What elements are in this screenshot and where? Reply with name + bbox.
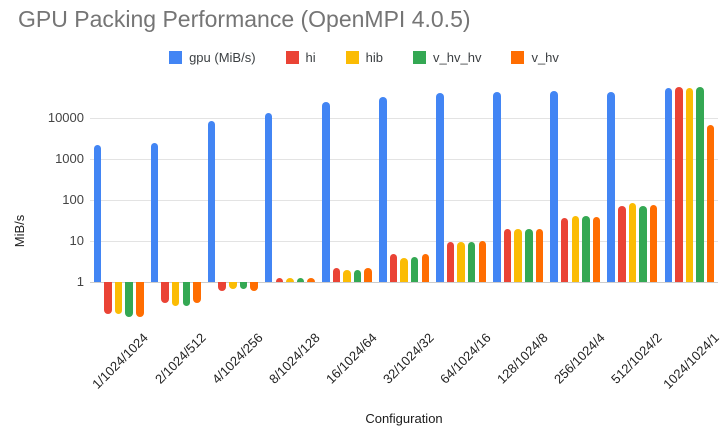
bar: [639, 205, 647, 283]
bar: [218, 282, 226, 291]
x-tick-label: 512/1024/2: [608, 330, 666, 387]
bar: [171, 282, 180, 306]
bar: [343, 269, 351, 283]
bar: [628, 203, 637, 283]
bar: [592, 216, 601, 283]
bar: [296, 278, 305, 283]
x-tick-label: 32/1024/32: [379, 330, 437, 387]
x-tick-label: 4/1024/256: [208, 330, 266, 387]
y-tick-label-10000: 10000: [47, 110, 84, 126]
bar: [696, 86, 704, 283]
legend-label: hib: [365, 49, 384, 65]
bar: [322, 102, 330, 283]
bar: [193, 282, 201, 304]
legend-swatch-icon: [413, 50, 427, 64]
bar: [264, 113, 273, 283]
bar: [493, 91, 501, 283]
bar: [275, 277, 283, 283]
gridline-1: [90, 282, 718, 284]
bar: [332, 268, 341, 283]
bar: [436, 92, 444, 283]
x-axis-title: Configuration: [365, 411, 443, 426]
chart-legend: gpu (MiB/s) hi hib v_hv_hv v_hv: [0, 48, 728, 66]
chart-title: GPU Packing Performance (OpenMPI 4.0.5): [18, 6, 471, 32]
legend-swatch-icon: [511, 50, 525, 64]
y-tick-label-10: 10: [69, 233, 84, 249]
y-tick-label-100: 100: [62, 192, 84, 208]
bar: [535, 229, 544, 283]
gridline-100: [90, 200, 718, 202]
bar: [560, 217, 569, 283]
bar: [93, 145, 102, 283]
bar: [421, 254, 429, 283]
bar: [446, 242, 455, 283]
bar: [706, 124, 715, 283]
legend-swatch-icon: [169, 50, 183, 64]
bar: [307, 277, 315, 283]
legend-item-hi: hi: [285, 49, 316, 65]
bar: [239, 282, 248, 290]
x-tick-label: 1024/1024/1: [660, 330, 723, 392]
gridline-1000: [90, 159, 718, 161]
bar: [410, 256, 419, 283]
bar: [353, 269, 362, 283]
bar: [161, 282, 169, 304]
x-tick-label: 256/1024/4: [551, 330, 608, 387]
bar: [250, 282, 258, 291]
x-tick-label: 16/1024/64: [322, 330, 380, 387]
x-tick-label: 128/1024/8: [494, 330, 551, 387]
bar: [582, 215, 590, 283]
bar: [649, 204, 658, 283]
bar: [607, 91, 615, 283]
bar: [675, 86, 683, 283]
legend-swatch-icon: [285, 50, 299, 64]
y-axis-title: MiB/s: [12, 214, 27, 248]
x-tick-label: 8/1024/128: [265, 330, 323, 387]
bar: [550, 90, 558, 283]
x-tick-label: 2/1024/512: [151, 330, 209, 387]
bar: [104, 282, 112, 314]
bar: [150, 143, 159, 283]
bar: [525, 229, 533, 283]
legend-label: v_hv_hv: [433, 49, 482, 65]
bar: [400, 257, 408, 283]
legend-label: gpu (MiB/s): [189, 49, 256, 65]
legend-swatch-icon: [345, 50, 359, 64]
gridline-10: [90, 241, 718, 243]
x-tick-label: 64/1024/16: [437, 330, 494, 387]
bar: [457, 242, 465, 283]
bar: [182, 282, 190, 306]
bar: [478, 241, 486, 283]
bar: [467, 242, 476, 283]
x-tick-label: 1/1024/1024: [89, 330, 152, 392]
bar: [229, 282, 237, 290]
bar: [503, 229, 512, 283]
legend-item-v-hv-hv: v_hv_hv: [413, 50, 481, 65]
plot-area: [90, 85, 718, 318]
legend-item-gpu-mib-s-: gpu (MiB/s): [169, 49, 256, 65]
bar: [207, 121, 216, 283]
y-tick-label-1: 1: [76, 274, 84, 290]
gridline-10000: [90, 118, 718, 120]
legend-item-hib: hib: [345, 49, 384, 65]
bar: [571, 215, 579, 283]
legend-item-v-hv: v_hv: [511, 49, 559, 65]
legend-label: hi: [305, 49, 316, 65]
legend-label: v_hv: [531, 49, 559, 65]
bar: [125, 282, 133, 318]
bar: [136, 282, 144, 318]
bar: [286, 278, 294, 283]
bar: [379, 97, 387, 283]
bar: [514, 229, 522, 283]
bar: [364, 268, 372, 283]
bar: [664, 88, 672, 283]
bar: [114, 282, 123, 314]
bar: [685, 87, 694, 283]
y-tick-label-1000: 1000: [55, 151, 84, 167]
bar: [389, 254, 398, 283]
bar: [618, 205, 626, 283]
